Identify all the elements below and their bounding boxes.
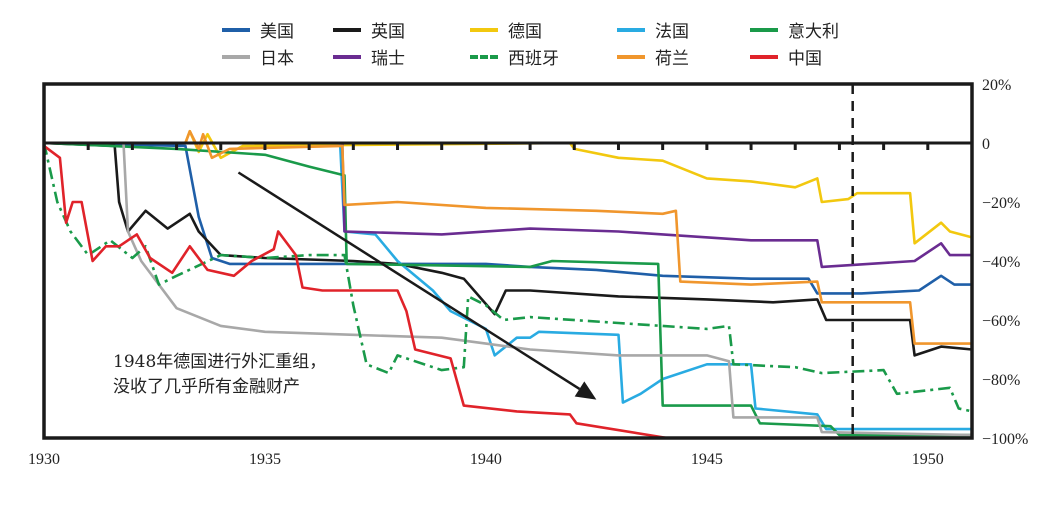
arrow-head [574, 381, 597, 400]
series-line-7 [42, 142, 973, 413]
legend-swatch [750, 27, 778, 32]
legend-swatch [470, 27, 498, 32]
legend-label: 德国 [508, 22, 542, 42]
legend-item: 英国 [333, 17, 405, 42]
series-line-0 [43, 141, 972, 295]
x-tick-label: 1930 [28, 451, 60, 468]
legend-label: 西班牙 [508, 49, 559, 69]
y-tick-label: −60% [982, 313, 1020, 330]
legend-label: 意大利 [788, 22, 839, 42]
series-line-2 [44, 129, 973, 245]
legend-swatch [333, 27, 361, 32]
y-tick-label: −40% [982, 254, 1020, 271]
legend-label: 日本 [260, 49, 294, 69]
legend-label: 中国 [788, 49, 822, 69]
legend-swatch [617, 54, 645, 59]
legend-label: 法国 [655, 22, 689, 42]
legend-swatch [222, 54, 250, 59]
series-line-3 [44, 141, 972, 431]
legend-swatch [750, 54, 778, 59]
plot-frame [42, 82, 974, 440]
x-tick-label: 1945 [691, 451, 723, 468]
y-tick-label: 0 [982, 136, 990, 153]
series-line-6 [44, 141, 972, 269]
legend-item: 德国 [470, 17, 542, 42]
legend-swatch [222, 27, 250, 32]
y-tick-label: −20% [982, 195, 1020, 212]
series-line-9 [43, 144, 972, 440]
legend-swatch [617, 27, 645, 32]
legend-item: 意大利 [750, 17, 839, 42]
series-line-5 [44, 141, 973, 437]
legend-label: 美国 [260, 22, 294, 42]
series-line-4 [43, 141, 972, 437]
x-tick-label: 1935 [249, 451, 281, 468]
series-line-1 [43, 141, 973, 357]
legend-item: 日本 [222, 44, 294, 69]
annotation: 1948年德国进行外汇重组， 没收了几乎所有金融财产 [113, 350, 326, 400]
legend-item: 法国 [617, 17, 689, 42]
arrow-line [237, 171, 581, 390]
y-tick-label: 20% [982, 77, 1011, 94]
x-tick-label: 1950 [912, 451, 944, 468]
legend-label: 英国 [371, 22, 405, 42]
y-tick-label: −100% [982, 431, 1028, 448]
legend-swatch [333, 54, 361, 59]
x-tick-label: 1940 [470, 451, 502, 468]
legend-label: 瑞士 [371, 49, 405, 69]
y-tick-label: −80% [982, 372, 1020, 389]
legend-swatch [470, 54, 498, 59]
legend-item: 荷兰 [617, 44, 689, 69]
annotation-line-1: 1948年德国进行外汇重组， [113, 352, 327, 372]
legend-item: 美国 [222, 17, 294, 42]
annotation-line-2: 没收了几乎所有金融财产 [113, 377, 300, 397]
legend-item: 瑞士 [333, 44, 405, 69]
legend-item: 西班牙 [470, 44, 559, 69]
legend-item: 中国 [750, 44, 822, 69]
legend-label: 荷兰 [655, 49, 689, 69]
